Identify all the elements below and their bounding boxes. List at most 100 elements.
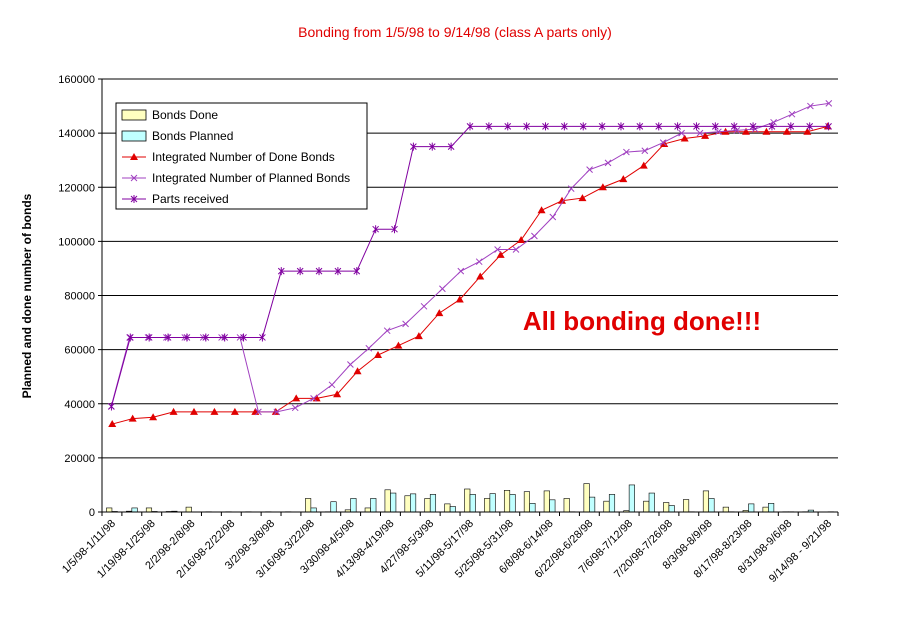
point-parts-received [145,333,153,342]
point-integrated-number-of-done-bonds-shape [558,196,566,204]
bar-bonds-planned [668,505,675,513]
point-integrated-number-of-planned-bonds-shape [328,381,336,389]
legend-box [115,102,368,210]
bar-bonds-done [384,489,391,513]
point-parts-received [579,122,587,131]
legend: Bonds Done Bonds Planned Integrated Number… [115,102,368,210]
bar-bonds-done [643,500,650,513]
bar-bonds-done [702,490,710,513]
point-integrated-number-of-done-bonds-shape [374,351,382,359]
bar-bonds-done [106,507,113,513]
point-parts-received [277,267,285,276]
point-integrated-number-of-done-bonds-shape [619,175,628,183]
point-integrated-number-of-done-bonds-shape [476,272,485,280]
y-tick-label: 80000 [64,291,95,303]
point-parts-received [674,122,681,131]
point-integrated-number-of-planned-bonds [715,128,722,136]
point-integrated-number-of-planned-bonds-shape [788,110,796,118]
bar-bonds-done [563,498,570,513]
point-integrated-number-of-planned-bonds [328,381,336,389]
point-integrated-number-of-done-bonds-shape [762,127,771,135]
bar-bonds-done [145,507,153,513]
point-integrated-number-of-planned-bonds [807,102,814,110]
point-integrated-number-of-done-bonds-shape [169,407,178,415]
point-integrated-number-of-done-bonds-shape [598,183,607,191]
point-integrated-number-of-planned-bonds [365,344,373,352]
bar-bonds-done [583,483,590,513]
point-integrated-number-of-done-bonds-shape [639,161,648,169]
point-parts-received-shape [221,333,229,342]
point-integrated-number-of-planned-bonds [420,302,428,310]
point-integrated-number-of-planned-bonds [623,148,630,156]
bar-bonds-done [503,490,511,513]
point-parts-received [730,122,738,131]
point-parts-received-shape [428,142,436,151]
point-integrated-number-of-done-bonds-shape [803,127,812,135]
point-parts-received-shape [315,267,323,276]
point-parts-received-shape [617,122,625,131]
point-parts-received-shape [259,333,266,342]
point-integrated-number-of-done-bonds [394,341,403,349]
point-integrated-number-of-planned-bonds-shape [273,408,281,416]
legend-label-bonds-done: Bonds Done [152,108,218,122]
point-parts-received-shape [391,225,398,234]
point-parts-received-shape [466,122,474,131]
point-parts-received [372,225,379,234]
point-parts-received-shape [145,333,153,342]
point-integrated-number-of-planned-bonds [531,232,538,240]
point-integrated-number-of-done-bonds [230,407,239,415]
point-integrated-number-of-done-bonds [435,309,444,317]
bar-bonds-planned [529,503,536,513]
point-parts-received-shape [825,122,832,131]
bar-bonds-planned [608,494,616,513]
point-integrated-number-of-planned-bonds-shape [347,361,354,368]
point-parts-received [202,333,210,342]
point-integrated-number-of-planned-bonds-shape [641,147,649,155]
chart-title: Bonding from 1/5/98 to 9/14/98 (class A … [298,24,612,40]
point-parts-received-shape [579,122,587,131]
point-parts-received [353,267,361,276]
point-integrated-number-of-done-bonds-shape [414,332,423,340]
legend-marker-parts-received [130,195,138,203]
point-integrated-number-of-planned-bonds [291,404,299,412]
point-integrated-number-of-done-bonds [762,127,771,135]
bar-bonds-planned [708,498,715,513]
point-integrated-number-of-planned-bonds [641,147,649,155]
bars [106,483,834,513]
point-parts-received-shape [447,142,455,151]
point-parts-received-shape [636,122,644,131]
point-parts-received [334,267,342,276]
point-parts-received-shape [542,122,549,131]
point-integrated-number-of-planned-bonds [549,213,557,221]
point-integrated-number-of-planned-bonds [586,166,593,174]
point-parts-received [768,122,776,131]
legend-marker-integrated-number-of-planned-bonds [130,174,138,182]
point-integrated-number-of-planned-bonds-shape [678,129,685,137]
point-integrated-number-of-planned-bonds [439,285,446,293]
point-parts-received-shape [504,122,512,131]
point-parts-received [542,122,549,131]
point-integrated-number-of-planned-bonds-shape [604,159,612,167]
point-parts-received-shape [730,122,738,131]
bar-bonds-planned [748,503,755,513]
point-parts-received [221,333,229,342]
y-tick-label: 140000 [58,128,95,140]
point-parts-received-shape [561,122,568,131]
y-tick-label: 0 [89,507,95,519]
bar-bonds-planned [370,498,377,513]
point-integrated-number-of-done-bonds [190,407,198,415]
point-integrated-number-of-done-bonds [558,196,566,204]
point-parts-received [240,333,247,342]
bar-bonds-done [305,498,312,513]
bar-bonds-planned [628,484,635,513]
point-integrated-number-of-done-bonds [333,390,342,398]
point-parts-received-shape [353,267,361,276]
point-parts-received [108,402,115,411]
bar-bonds-planned [330,501,337,513]
point-integrated-number-of-planned-bonds-shape [439,285,446,293]
legend-swatch-bonds-done [121,109,147,121]
legend-marker-integrated-number-of-planned-bonds-shape [130,174,138,182]
legend-label-parts-received: Parts received [152,192,229,206]
point-parts-received-shape [240,333,247,342]
